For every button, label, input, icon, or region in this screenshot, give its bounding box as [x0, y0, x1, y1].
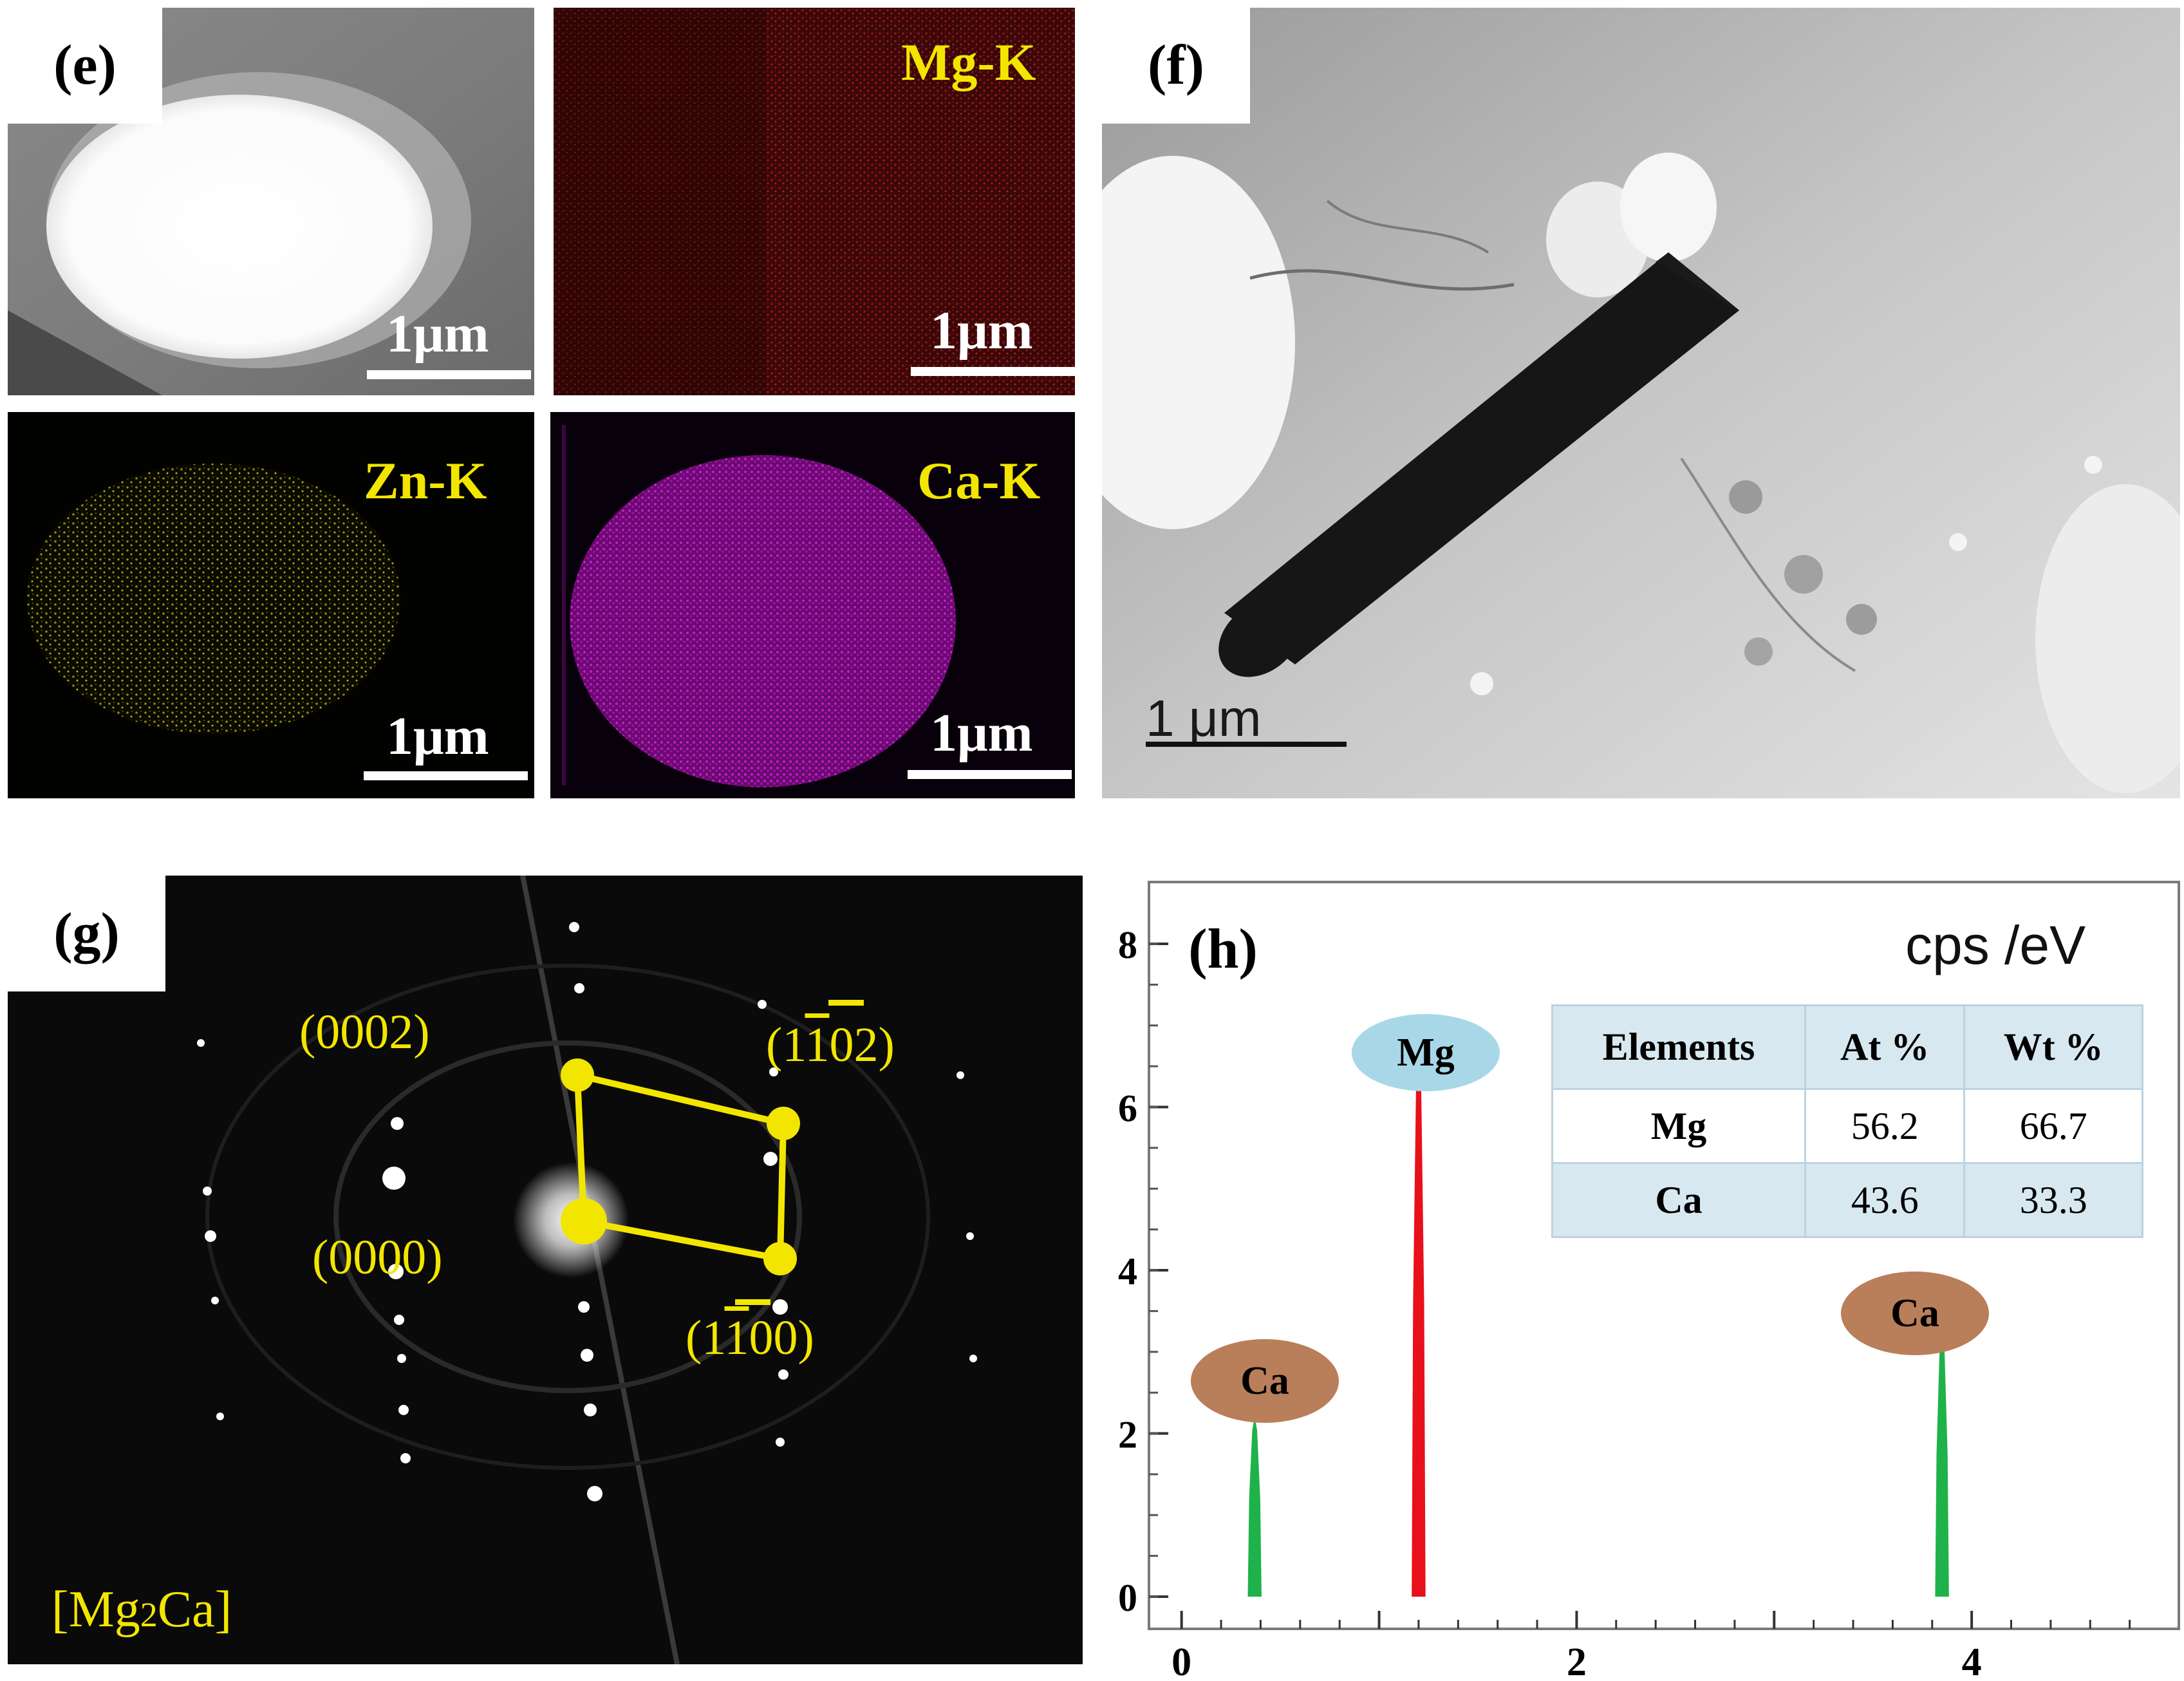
panel-g-phase-label: [Mg2Ca]: [51, 1581, 232, 1639]
panel-e-sem-scale-text: 1μm: [386, 304, 489, 364]
table-header-elements: Elements: [1551, 1004, 1806, 1090]
panel-e-ca-scale-text: 1μm: [930, 703, 1033, 763]
y-tick-label: 4: [1118, 1250, 1137, 1293]
peak-ca-0: [1247, 1417, 1262, 1597]
table-cell-wt: 33.3: [1963, 1162, 2143, 1238]
table-cell-wt: 66.7: [1963, 1088, 2143, 1164]
panel-g-diffraction-pattern: [8, 876, 1083, 1664]
panel-f-label: (f): [1102, 8, 1250, 124]
table-cell-element: Mg: [1551, 1088, 1806, 1164]
panel-h-eds-spectrum: 0 2 4 6 8 0 2 4: [1094, 856, 2184, 1681]
peak-mg-1: [1412, 1062, 1426, 1597]
peak-label-ca-high: Ca: [1890, 1291, 1939, 1335]
table-cell-at: 43.6: [1804, 1162, 1966, 1238]
peak-label-ca-low: Ca: [1240, 1358, 1289, 1403]
y-tick-label: 0: [1118, 1577, 1137, 1619]
panel-g-spot-1100: (1100): [686, 1311, 814, 1365]
panel-g-label: (g): [8, 876, 165, 991]
x-tick-label: 0: [1171, 1640, 1191, 1681]
table-row: Ca 43.6 33.3: [1551, 1162, 2143, 1238]
y-tick-label: 8: [1118, 924, 1137, 966]
panel-e-ca-label: Ca-K: [917, 451, 1041, 510]
peak-bubble-ca-high: Ca: [1841, 1272, 1989, 1355]
table-cell-element: Ca: [1551, 1162, 1806, 1238]
panel-h-unit: cps /eV: [1905, 915, 2086, 975]
y-tick-label: 6: [1118, 1087, 1137, 1130]
panel-g-phase-sub: 2: [140, 1595, 158, 1634]
peak-ca-2: [1935, 1335, 1949, 1597]
panel-e-label: (e): [8, 8, 162, 124]
peak-bubble-ca-low: Ca: [1191, 1339, 1339, 1423]
panel-e-ca-scale-bar: [908, 770, 1072, 779]
x-tick-label: 4: [1962, 1640, 1982, 1681]
peak-label-mg: Mg: [1397, 1030, 1455, 1075]
panel-e-mg-scale-bar: [911, 367, 1075, 376]
panel-g-spot-0002: (0002): [299, 1005, 430, 1059]
panel-e-mg-map: [554, 8, 1075, 395]
panel-g-spot-0000: (0000): [312, 1230, 443, 1284]
table-cell-at: 56.2: [1804, 1088, 1966, 1164]
panel-e-ca-map: [550, 412, 1075, 798]
table-row: Mg 56.2 66.7: [1551, 1088, 2143, 1164]
panel-e-mg-scale-text: 1μm: [930, 301, 1033, 361]
panel-e-zn-scale-text: 1μm: [386, 706, 489, 766]
panel-e-mg-label: Mg-K: [901, 33, 1036, 91]
table-header-at: At %: [1804, 1004, 1966, 1090]
eds-chart: 0 2 4 6 8 0 2 4: [1118, 881, 2180, 1681]
y-tick-label: 2: [1118, 1414, 1137, 1456]
panel-h-label: (h): [1188, 918, 1258, 981]
table-header-row: Elements At % Wt %: [1551, 1004, 2143, 1090]
panel-e-zn-map: [8, 412, 534, 798]
panel-g-phase-end: Ca]: [157, 1581, 232, 1638]
panel-f-scale-bar: [1146, 742, 1347, 747]
panel-g-phase-base: [Mg: [51, 1581, 140, 1638]
composition-table: Elements At % Wt % Mg 56.2 66.7 Ca 43.6 …: [1551, 1004, 2143, 1238]
table-header-wt: Wt %: [1963, 1004, 2143, 1090]
panel-e-zn-label: Zn-K: [364, 451, 487, 510]
panel-g-spot-1102: (1102): [766, 1018, 895, 1072]
panel-e-zn-scale-bar: [364, 771, 528, 780]
x-tick-label: 2: [1567, 1640, 1587, 1681]
panel-e-sem-scale-bar: [367, 370, 531, 379]
panel-f-scale-text: 1 μm: [1146, 690, 1262, 747]
peak-bubble-mg: Mg: [1352, 1014, 1500, 1091]
panel-f-tem-image: [1102, 8, 2180, 798]
